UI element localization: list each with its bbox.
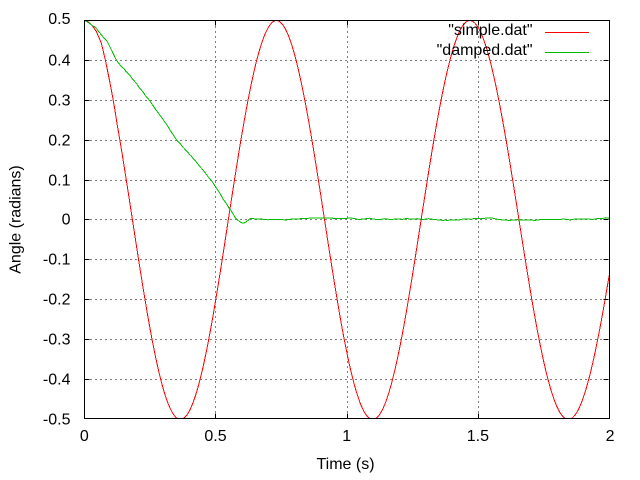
svg-text:-0.1: -0.1: [43, 252, 71, 269]
svg-text:0.2: 0.2: [48, 133, 70, 150]
svg-text:-0.5: -0.5: [43, 412, 71, 429]
svg-text:-0.3: -0.3: [43, 332, 71, 349]
svg-text:0.5: 0.5: [48, 11, 70, 28]
svg-text:1.5: 1.5: [467, 428, 489, 445]
svg-text:"damped.dat": "damped.dat": [437, 42, 533, 59]
svg-text:-0.4: -0.4: [43, 372, 71, 389]
svg-text:2: 2: [606, 428, 615, 445]
svg-text:0.4: 0.4: [48, 53, 70, 70]
svg-text:0.5: 0.5: [204, 428, 226, 445]
svg-text:0: 0: [62, 212, 71, 229]
svg-text:Angle (radians): Angle (radians): [8, 165, 25, 274]
svg-text:Time (s): Time (s): [316, 456, 374, 473]
svg-text:1: 1: [342, 428, 351, 445]
svg-text:"simple.dat": "simple.dat": [448, 22, 532, 39]
svg-text:0.1: 0.1: [48, 173, 70, 190]
svg-text:-0.2: -0.2: [43, 292, 71, 309]
svg-text:0.3: 0.3: [48, 93, 70, 110]
svg-text:0: 0: [80, 428, 89, 445]
